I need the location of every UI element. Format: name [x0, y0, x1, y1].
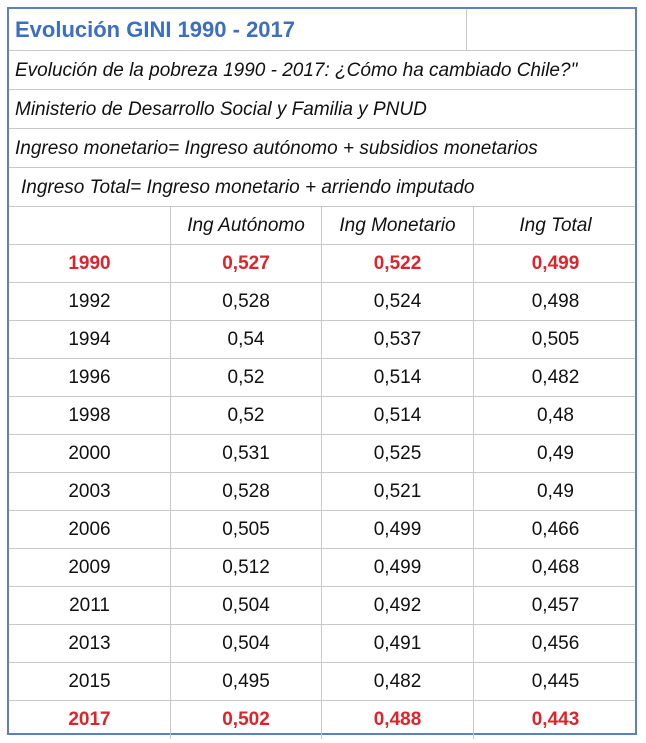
ing-total-cell: 0,468	[473, 549, 637, 586]
ing-autonomo-cell: 0,528	[170, 283, 321, 320]
note-text: Ministerio de Desarrollo Social y Famili…	[15, 99, 427, 120]
ing-total-cell: 0,49	[473, 435, 637, 472]
year-cell: 2013	[68, 633, 111, 654]
year-cell: 1998	[68, 405, 111, 426]
note-row: Evolución de la pobreza 1990 - 2017: ¿Có…	[9, 51, 635, 90]
table-row: 2003 0,528 0,521 0,49	[9, 473, 635, 511]
ing-total-cell: 0,505	[473, 321, 637, 358]
ing-total-cell: 0,498	[473, 283, 637, 320]
year-cell: 2009	[68, 557, 111, 578]
table-row: 1992 0,528 0,524 0,498	[9, 283, 635, 321]
note-text: Evolución de la pobreza 1990 - 2017: ¿Có…	[15, 60, 578, 81]
column-header-row: Ing Autónomo Ing Monetario Ing Total	[9, 207, 635, 245]
table-title: Evolución GINI 1990 - 2017	[15, 17, 296, 42]
ing-total-cell: 0,466	[473, 511, 637, 548]
ing-total-cell: 0,48	[473, 397, 637, 434]
year-cell: 1996	[68, 367, 111, 388]
year-cell: 1990	[68, 253, 111, 274]
ing-monetario-cell: 0,482	[321, 663, 473, 700]
year-cell: 2011	[69, 595, 110, 616]
ing-monetario-cell: 0,521	[321, 473, 473, 510]
ing-monetario-cell: 0,525	[321, 435, 473, 472]
header-year-cell	[9, 207, 170, 244]
table-row: 2011 0,504 0,492 0,457	[9, 587, 635, 625]
ing-total-cell: 0,443	[473, 701, 637, 739]
ing-total-cell: 0,499	[473, 245, 637, 282]
ing-autonomo-cell: 0,512	[170, 549, 321, 586]
column-header: Ing Monetario	[321, 207, 473, 244]
note-row: Ingreso monetario= Ingreso autónomo + su…	[9, 129, 635, 168]
title-row: Evolución GINI 1990 - 2017	[9, 9, 635, 51]
ing-monetario-cell: 0,514	[321, 397, 473, 434]
ing-total-cell: 0,445	[473, 663, 637, 700]
ing-autonomo-cell: 0,495	[170, 663, 321, 700]
year-cell: 1994	[68, 329, 111, 350]
ing-monetario-cell: 0,537	[321, 321, 473, 358]
ing-monetario-cell: 0,514	[321, 359, 473, 396]
table-row: 2000 0,531 0,525 0,49	[9, 435, 635, 473]
table-row: 1998 0,52 0,514 0,48	[9, 397, 635, 435]
ing-monetario-cell: 0,524	[321, 283, 473, 320]
table-row: 2015 0,495 0,482 0,445	[9, 663, 635, 701]
ing-autonomo-cell: 0,502	[170, 701, 321, 739]
table-row: 1994 0,54 0,537 0,505	[9, 321, 635, 359]
ing-autonomo-cell: 0,505	[170, 511, 321, 548]
table-row: 1990 0,527 0,522 0,499	[9, 245, 635, 283]
ing-autonomo-cell: 0,52	[170, 397, 321, 434]
ing-autonomo-cell: 0,504	[170, 587, 321, 624]
note-row: Ministerio de Desarrollo Social y Famili…	[9, 90, 635, 129]
ing-autonomo-cell: 0,528	[170, 473, 321, 510]
ing-total-cell: 0,482	[473, 359, 637, 396]
note-text: Ingreso monetario= Ingreso autónomo + su…	[15, 138, 538, 159]
year-cell: 1992	[68, 291, 111, 312]
ing-monetario-cell: 0,522	[321, 245, 473, 282]
table-row: 1996 0,52 0,514 0,482	[9, 359, 635, 397]
ing-monetario-cell: 0,499	[321, 549, 473, 586]
ing-autonomo-cell: 0,52	[170, 359, 321, 396]
ing-autonomo-cell: 0,531	[170, 435, 321, 472]
ing-total-cell: 0,456	[473, 625, 637, 662]
table-row: 2006 0,505 0,499 0,466	[9, 511, 635, 549]
title-cell-divider	[466, 9, 467, 51]
note-text: Ingreso Total= Ingreso monetario + arrie…	[21, 177, 475, 198]
year-cell: 2000	[68, 443, 111, 464]
year-cell: 2006	[68, 519, 111, 540]
ing-monetario-cell: 0,488	[321, 701, 473, 739]
ing-monetario-cell: 0,499	[321, 511, 473, 548]
note-row: Ingreso Total= Ingreso monetario + arrie…	[9, 168, 635, 207]
ing-autonomo-cell: 0,54	[170, 321, 321, 358]
ing-total-cell: 0,49	[473, 473, 637, 510]
column-header: Ing Total	[473, 207, 637, 244]
column-header: Ing Autónomo	[170, 207, 321, 244]
year-cell: 2017	[68, 709, 111, 730]
ing-monetario-cell: 0,491	[321, 625, 473, 662]
year-cell: 2003	[68, 481, 111, 502]
ing-monetario-cell: 0,492	[321, 587, 473, 624]
table-row: 2013 0,504 0,491 0,456	[9, 625, 635, 663]
table-row: 2017 0,502 0,488 0,443	[9, 701, 635, 739]
year-cell: 2015	[68, 671, 111, 692]
ing-autonomo-cell: 0,527	[170, 245, 321, 282]
table-row: 2009 0,512 0,499 0,468	[9, 549, 635, 587]
gini-table: Evolución GINI 1990 - 2017 Evolución de …	[7, 7, 637, 739]
ing-autonomo-cell: 0,504	[170, 625, 321, 662]
ing-total-cell: 0,457	[473, 587, 637, 624]
